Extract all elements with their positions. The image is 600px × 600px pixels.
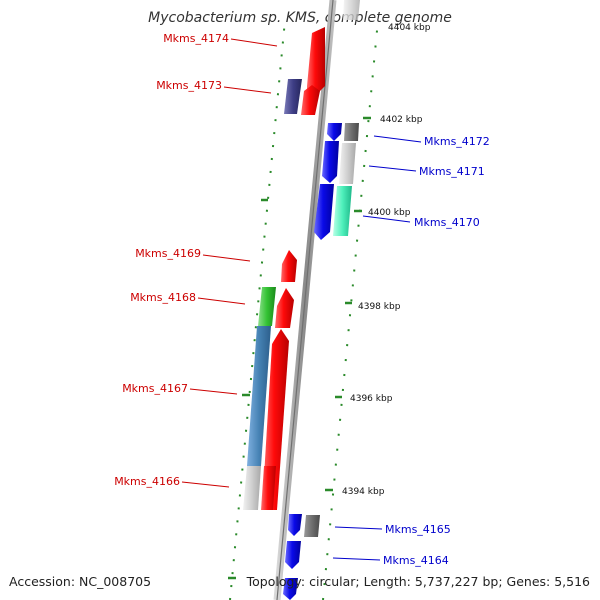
right-gene-labels: Mkms_4172 Mkms_4171 Mkms_4170 Mkms_4165 …	[332, 135, 490, 567]
gene-arrow-mkms-4172[interactable]	[327, 123, 342, 141]
gene-arrow-mkms-4170[interactable]	[314, 184, 334, 240]
gene-label-mkms-4170[interactable]: Mkms_4170	[414, 216, 480, 229]
gene-arrow-offscreen-bottom[interactable]	[283, 578, 298, 600]
gene-label-mkms-4173[interactable]: Mkms_4173	[156, 79, 222, 92]
leader-line	[181, 481, 230, 488]
genome-summary-text: Topology: circular; Length: 5,737,227 bp…	[246, 574, 590, 589]
gene-arrow-mkms-4171-cds[interactable]	[339, 143, 356, 184]
leader-line	[332, 557, 381, 561]
tick-label-4394: 4394 kbp	[342, 487, 385, 497]
leader-line	[373, 135, 422, 143]
gene-arrow-mkms-4167[interactable]	[262, 329, 289, 510]
gene-arrow-mkms-4165[interactable]	[288, 514, 302, 536]
gc-marks	[228, 116, 371, 580]
gene-label-mkms-4169[interactable]: Mkms_4169	[135, 247, 201, 260]
reverse-strand-genes	[283, 123, 359, 600]
gene-arrow-offscreen-top[interactable]	[343, 0, 360, 20]
tick-label-4396: 4396 kbp	[350, 394, 393, 404]
tick-label-4404: 4404 kbp	[388, 23, 431, 33]
forward-strand-genes	[243, 27, 325, 510]
gene-label-mkms-4171[interactable]: Mkms_4171	[419, 165, 485, 178]
gene-arrow-mkms-4174[interactable]	[307, 27, 325, 91]
leader-line	[223, 86, 272, 94]
gene-arrow-mkms-4167-cds[interactable]	[247, 326, 271, 466]
gene-label-mkms-4167[interactable]: Mkms_4167	[122, 382, 188, 395]
leader-line	[230, 38, 278, 47]
tick-label-4400: 4400 kbp	[368, 208, 411, 218]
leader-line	[368, 165, 417, 172]
tick-label-4402: 4402 kbp	[380, 115, 423, 125]
gene-arrow-mkms-4168-cds[interactable]	[258, 287, 276, 326]
gene-label-mkms-4164[interactable]: Mkms_4164	[383, 554, 449, 567]
gene-arrow-mkms-4172-cds[interactable]	[344, 123, 359, 141]
accession-text: Accession: NC_008705	[9, 574, 152, 589]
gene-label-mkms-4168[interactable]: Mkms_4168	[130, 291, 196, 304]
leader-line	[362, 215, 411, 223]
gene-label-mkms-4166[interactable]: Mkms_4166	[114, 475, 180, 488]
gene-arrow-mkms-4173[interactable]	[301, 85, 320, 115]
gene-arrow-mkms-4165-cds[interactable]	[304, 515, 320, 537]
leader-line	[189, 388, 238, 395]
gene-arrow-mkms-4170-cds[interactable]	[333, 186, 352, 236]
tick-label-4398: 4398 kbp	[358, 302, 401, 312]
gene-arrow-mkms-4173-cds[interactable]	[284, 79, 302, 114]
gene-arrow-mkms-4171[interactable]	[322, 141, 339, 183]
gene-label-mkms-4172[interactable]: Mkms_4172	[424, 135, 490, 148]
gene-arrow-mkms-4166-cds[interactable]	[261, 466, 276, 510]
gene-arrow-mkms-4169[interactable]	[281, 250, 297, 282]
leader-line	[334, 526, 383, 530]
gene-label-mkms-4174[interactable]: Mkms_4174	[163, 32, 229, 45]
leader-line	[197, 297, 246, 305]
gene-arrow-mkms-4164[interactable]	[285, 541, 301, 569]
gene-label-mkms-4165[interactable]: Mkms_4165	[385, 523, 451, 536]
genome-backbone-core	[276, 0, 334, 600]
gene-arrow-mkms-4168[interactable]	[275, 288, 294, 328]
map-title: Mycobacterium sp. KMS, complete genome	[148, 10, 452, 26]
left-gene-labels: Mkms_4174 Mkms_4173 Mkms_4169 Mkms_4168 …	[114, 32, 278, 488]
leader-line	[202, 254, 251, 262]
gene-arrow-mkms-4166[interactable]	[243, 466, 261, 510]
